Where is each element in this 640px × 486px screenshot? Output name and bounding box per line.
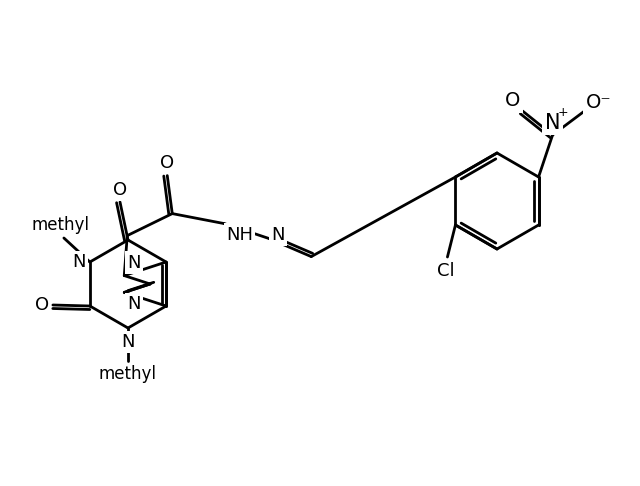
Text: N: N: [271, 226, 285, 243]
Text: O: O: [160, 154, 174, 172]
Text: Cl: Cl: [436, 262, 454, 280]
Text: O: O: [35, 296, 49, 314]
Text: N: N: [72, 253, 86, 271]
Text: N: N: [545, 113, 560, 133]
Text: N: N: [121, 333, 135, 351]
Text: O: O: [113, 181, 127, 199]
Text: +: +: [557, 106, 568, 120]
Text: methyl: methyl: [0, 485, 1, 486]
Text: N: N: [127, 295, 141, 313]
Text: N: N: [127, 254, 141, 272]
Text: methyl: methyl: [32, 216, 90, 234]
Text: O: O: [505, 91, 520, 110]
Text: methyl: methyl: [99, 365, 157, 383]
Text: O⁻: O⁻: [586, 93, 611, 112]
Text: NH: NH: [227, 226, 253, 243]
